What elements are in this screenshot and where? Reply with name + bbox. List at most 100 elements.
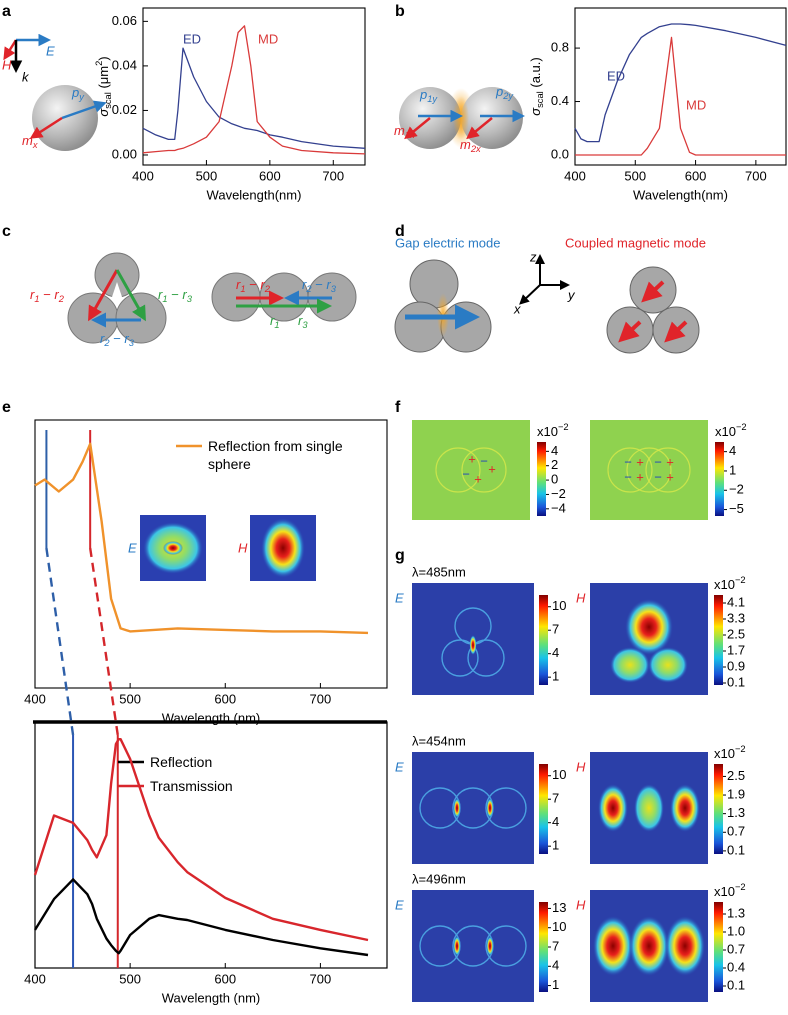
colorbar-tick-label: 0.7 [727, 824, 745, 839]
field-map [412, 420, 530, 520]
series-label: MD [686, 97, 706, 112]
field-outline [461, 447, 507, 493]
series-line [33, 738, 369, 942]
colorbar [715, 442, 724, 516]
schematic-text: x [513, 301, 521, 316]
text-part: m [22, 133, 33, 148]
colorbar-tick-label: 10 [552, 919, 566, 934]
field-hotspot [469, 635, 477, 655]
schematic-text: E [46, 43, 55, 58]
x-tick-label: 700 [310, 691, 332, 706]
text-part: 1y [427, 94, 438, 104]
colorbar-tick-label: −2 [729, 482, 744, 497]
schematic-c: r1 − r2 r1 − r3 r2 − r3 r1 − r2 r2 − r3 … [30, 252, 357, 348]
y-tick-label: 0.04 [112, 57, 137, 72]
text-part: 1 [240, 284, 245, 294]
charge-sign: − [624, 469, 632, 484]
charge-sign: + [474, 471, 482, 486]
colorbar-tick-label: 7 [552, 791, 559, 806]
schematic-line [115, 269, 146, 322]
panel-label: b [395, 3, 405, 20]
charge-sign: + [488, 461, 496, 476]
schematic-text: p2y [495, 84, 514, 101]
charge-sign: + [666, 454, 674, 469]
colorbar [537, 442, 546, 516]
field-hotspot [453, 936, 461, 956]
field-outline [435, 447, 481, 493]
charge-sign: − [624, 454, 632, 469]
legend-label: Reflection from single sphere [208, 438, 343, 472]
legend-label: Reflection [150, 754, 213, 770]
legend-label: Transmission [150, 778, 233, 794]
text-part: r [100, 331, 105, 346]
colorbar [539, 902, 548, 992]
schematic-line [29, 116, 63, 139]
colorbar-tick-label: 1.3 [727, 905, 745, 920]
field-outline [441, 639, 479, 677]
text-part: 3 [187, 294, 193, 304]
map-label: H [576, 590, 586, 605]
charge-sign: − [462, 466, 470, 481]
text-part: m [460, 137, 471, 152]
colorbar [714, 764, 723, 854]
text-part: r [302, 277, 307, 292]
x-tick-label: 600 [214, 971, 236, 986]
schematic-text: Coupled magnetic mode [565, 235, 706, 250]
schematic-d: Gap electric mode Coupled magnetic mode … [394, 235, 706, 354]
colorbar-tick-label: 7 [552, 938, 559, 953]
x-tick-label: 400 [132, 168, 154, 183]
text-part: 1 [274, 320, 279, 330]
colorbar-tick-label: 1.3 [727, 805, 745, 820]
x-tick-label: 600 [259, 168, 281, 183]
series-label: ED [183, 31, 201, 46]
text-part: p [419, 87, 427, 102]
map-label: E [395, 897, 404, 912]
colorbar-tick-label: 1.9 [727, 786, 745, 801]
field-outline [626, 447, 672, 493]
panel-label: d [395, 223, 405, 240]
schematic-text: r1 [270, 313, 280, 330]
text-part: r [236, 277, 241, 292]
text-part: −2 [558, 422, 569, 432]
colorbar-tick-label: 4 [552, 645, 559, 660]
colorbar-exponent: x10−2 [714, 744, 746, 761]
schematic-text: r2 − r3 [100, 331, 135, 348]
legend-entry: Reflection [150, 754, 213, 770]
schematic-circle [409, 259, 459, 309]
field-hotspot [625, 599, 673, 655]
text-part: m [394, 123, 405, 138]
schematic-text: p1y [419, 87, 438, 104]
text-part: − r [40, 287, 60, 302]
colorbar-exponent: x10−2 [537, 422, 569, 439]
y-tick-label: 0.00 [112, 146, 137, 161]
colorbar-tick-label: 0.1 [727, 674, 745, 689]
colorbar-tick-label: 1 [552, 977, 559, 992]
colorbar-tick-label: 1.7 [727, 642, 745, 657]
schematic-text: mx [22, 133, 38, 150]
map-label: E [395, 759, 404, 774]
colorbar-tick-label: 4 [551, 443, 558, 458]
x-tick-label: 500 [119, 971, 141, 986]
text-part: p [71, 85, 79, 100]
schematic-b: p1y p2y m1x m2x [394, 84, 525, 154]
text-part: σ [528, 107, 543, 116]
x-tick-label: 600 [214, 691, 236, 706]
text-part: 2 [58, 294, 65, 304]
text-part: r [270, 313, 275, 328]
text-part: 1 [162, 294, 167, 304]
schematic-text: k [22, 69, 30, 84]
schematic-text: r1 − r3 [158, 287, 193, 304]
text-part: 2 [103, 338, 110, 348]
field-hotspot [486, 798, 494, 818]
text-part: x10 [714, 884, 735, 899]
colorbar-tick-label: 10 [552, 598, 566, 613]
field-outline [645, 447, 691, 493]
y-axis-label: σscal (a.u.) [528, 57, 545, 115]
x-tick-label: 700 [745, 168, 767, 183]
x-tick-label: 500 [196, 168, 218, 183]
text-part: −2 [735, 575, 746, 585]
panel-label: f [395, 399, 401, 416]
text-part: 3 [331, 284, 337, 294]
colorbar-tick-label: 4 [552, 958, 559, 973]
